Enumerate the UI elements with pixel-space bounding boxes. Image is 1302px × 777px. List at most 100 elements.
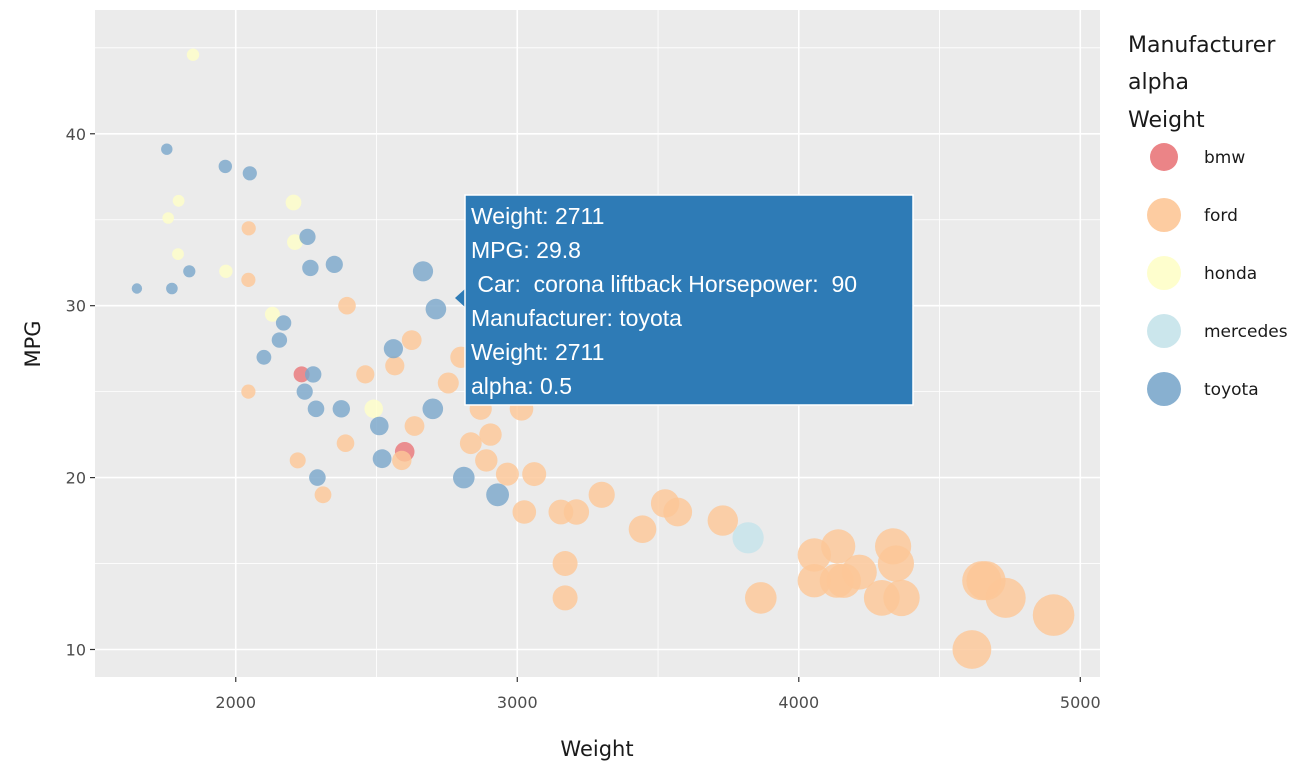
tooltip-line-4: Manufacturer: toyota xyxy=(471,305,682,331)
data-points[interactable] xyxy=(131,48,1075,669)
data-point-ford[interactable] xyxy=(404,416,425,436)
data-point-ford[interactable] xyxy=(745,582,777,614)
data-point-ford[interactable] xyxy=(883,579,920,617)
legend-title-line-2: alpha xyxy=(1128,70,1189,95)
legend-label-toyota: toyota xyxy=(1204,380,1259,400)
data-point-ford[interactable] xyxy=(552,585,578,611)
data-point-toyota[interactable] xyxy=(183,265,196,278)
data-point-ford[interactable] xyxy=(877,545,915,582)
data-point-toyota[interactable] xyxy=(131,283,143,294)
data-point-ford[interactable] xyxy=(314,486,332,504)
x-tick-label: 5000 xyxy=(1060,693,1101,712)
x-axis-title: Weight xyxy=(560,737,633,761)
legend-label-ford: ford xyxy=(1204,206,1238,226)
tooltip-line-5: Weight: 2711 xyxy=(471,339,604,365)
data-point-honda[interactable] xyxy=(285,194,302,211)
data-point-ford[interactable] xyxy=(563,499,590,525)
legend-title-line-3: Weight xyxy=(1128,108,1205,133)
x-tick-label: 2000 xyxy=(215,693,256,712)
data-point-ford[interactable] xyxy=(821,529,856,564)
data-point-toyota[interactable] xyxy=(299,228,316,245)
data-point-ford[interactable] xyxy=(495,462,519,486)
data-point-ford[interactable] xyxy=(588,481,615,508)
data-point-ford[interactable] xyxy=(289,452,306,469)
tooltip-line-6: alpha: 0.5 xyxy=(471,373,572,399)
data-point-ford[interactable] xyxy=(459,432,482,455)
data-point-toyota[interactable] xyxy=(383,339,403,359)
data-point-toyota[interactable] xyxy=(256,349,272,365)
axes: 2000 3000 4000 5000 10 20 30 40 xyxy=(66,125,1101,712)
data-point-toyota[interactable] xyxy=(325,255,343,273)
x-tick-label: 4000 xyxy=(778,693,819,712)
data-point-toyota[interactable] xyxy=(372,449,392,469)
data-point-honda[interactable] xyxy=(172,194,185,207)
data-point-toyota[interactable] xyxy=(307,400,325,418)
data-point-honda[interactable] xyxy=(364,399,384,419)
data-point-ford[interactable] xyxy=(985,577,1026,618)
data-point-ford[interactable] xyxy=(628,515,657,543)
data-point-toyota[interactable] xyxy=(309,469,326,486)
data-point-toyota[interactable] xyxy=(271,332,288,348)
data-point-honda[interactable] xyxy=(186,48,200,61)
data-point-ford[interactable] xyxy=(338,296,356,315)
legend-key-bmw xyxy=(1150,143,1178,171)
data-point-ford[interactable] xyxy=(336,434,355,453)
data-point-ford[interactable] xyxy=(392,450,412,471)
data-point-ford[interactable] xyxy=(707,505,738,536)
data-point-ford[interactable] xyxy=(841,554,877,590)
data-point-ford[interactable] xyxy=(952,630,992,669)
data-point-ford[interactable] xyxy=(241,272,256,287)
y-axis-title: MPG xyxy=(21,320,45,367)
data-point-toyota[interactable] xyxy=(305,366,322,383)
tooltip-box xyxy=(464,194,914,406)
legend: Manufacturer alpha Weight bmw ford honda me… xyxy=(1128,33,1288,406)
y-tick-label: 20 xyxy=(66,469,86,488)
data-point-ford[interactable] xyxy=(401,330,422,350)
legend-label-bmw: bmw xyxy=(1204,148,1245,168)
data-point-toyota[interactable] xyxy=(242,166,257,181)
tooltip-line-2: MPG: 29.8 xyxy=(471,237,581,263)
data-point-toyota[interactable] xyxy=(218,159,232,174)
data-point-toyota[interactable] xyxy=(425,298,447,320)
data-point-toyota[interactable] xyxy=(296,383,313,400)
data-point-toyota[interactable] xyxy=(412,261,434,282)
data-point-honda[interactable] xyxy=(287,234,303,251)
legend-key-toyota xyxy=(1147,372,1181,406)
data-point-toyota[interactable] xyxy=(275,315,292,331)
legend-title-line-1: Manufacturer xyxy=(1128,33,1276,58)
legend-key-ford xyxy=(1147,198,1181,232)
data-point-ford[interactable] xyxy=(356,365,375,384)
data-point-toyota[interactable] xyxy=(302,259,319,277)
data-point-ford[interactable] xyxy=(663,497,693,527)
data-point-bmw[interactable] xyxy=(293,366,310,383)
legend-label-honda: honda xyxy=(1204,264,1257,284)
data-point-honda[interactable] xyxy=(264,306,280,322)
data-point-toyota[interactable] xyxy=(422,398,444,420)
data-point-ford[interactable] xyxy=(552,551,578,576)
y-tick-label: 30 xyxy=(66,297,86,316)
data-point-ford[interactable] xyxy=(385,356,405,376)
data-point-toyota[interactable] xyxy=(370,416,389,436)
data-point-toyota[interactable] xyxy=(486,483,509,507)
tooltip-pointer xyxy=(455,288,466,308)
data-point-ford[interactable] xyxy=(241,221,256,236)
data-point-ford[interactable] xyxy=(475,449,498,472)
data-point-mercedes[interactable] xyxy=(732,522,764,554)
data-point-toyota[interactable] xyxy=(453,466,475,489)
data-point-ford[interactable] xyxy=(522,462,547,487)
tooltip-line-1: Weight: 2711 xyxy=(471,203,604,229)
y-tick-label: 40 xyxy=(66,125,86,144)
data-point-ford[interactable] xyxy=(437,372,459,394)
data-point-ford[interactable] xyxy=(479,423,502,446)
data-point-honda[interactable] xyxy=(219,264,233,278)
data-point-ford[interactable] xyxy=(512,500,537,524)
data-point-honda[interactable] xyxy=(162,212,174,224)
y-tick-label: 10 xyxy=(66,640,86,659)
data-point-ford[interactable] xyxy=(1032,594,1075,636)
data-point-toyota[interactable] xyxy=(161,143,173,155)
data-point-honda[interactable] xyxy=(172,248,184,260)
data-point-toyota[interactable] xyxy=(166,282,178,295)
data-point-ford[interactable] xyxy=(241,384,256,399)
legend-label-mercedes: mercedes xyxy=(1204,322,1288,342)
data-point-toyota[interactable] xyxy=(332,400,350,418)
